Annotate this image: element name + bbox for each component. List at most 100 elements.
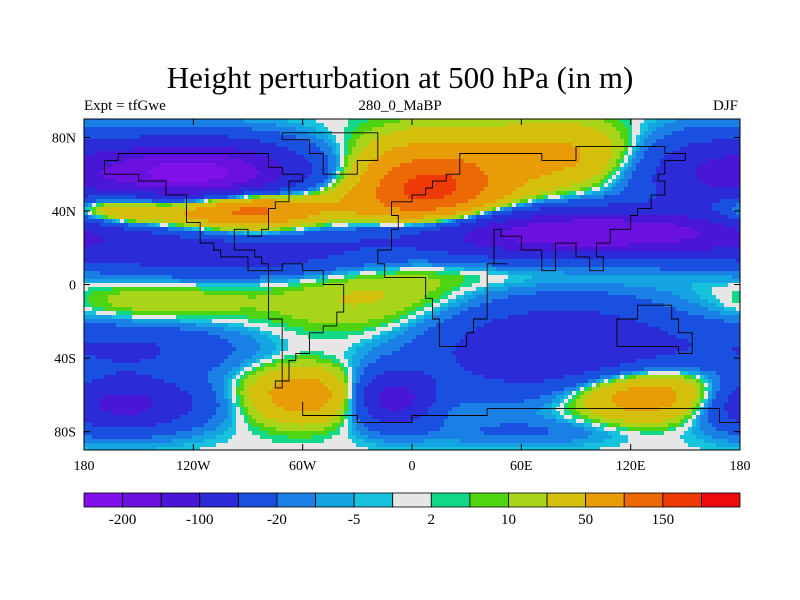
contour-cell — [244, 139, 249, 144]
contour-cell — [552, 123, 557, 128]
contour-cell — [208, 139, 213, 144]
contour-cell — [264, 119, 269, 124]
contour-cell — [144, 171, 149, 176]
contour-cell — [204, 231, 209, 236]
contour-cell — [476, 155, 481, 160]
contour-cell — [272, 167, 277, 172]
contour-cell — [360, 231, 365, 236]
contour-cell — [544, 147, 549, 152]
contour-cell — [476, 223, 481, 228]
contour-cell — [132, 179, 137, 184]
contour-cell — [312, 183, 317, 188]
contour-cell — [416, 143, 421, 148]
contour-cell — [144, 223, 149, 228]
contour-cell — [680, 219, 685, 224]
contour-cell — [680, 207, 685, 212]
contour-cell — [488, 195, 493, 200]
contour-cell — [648, 167, 653, 172]
contour-cell — [592, 143, 597, 148]
contour-cell — [708, 183, 713, 188]
contour-cell — [440, 123, 445, 128]
contour-cell — [96, 163, 101, 168]
contour-cell — [724, 183, 729, 188]
contour-cell — [364, 183, 369, 188]
contour-cell — [440, 151, 445, 156]
contour-cell — [432, 215, 437, 220]
contour-cell — [276, 187, 281, 192]
contour-cell — [180, 211, 185, 216]
contour-cell — [408, 155, 413, 160]
contour-cell — [688, 171, 693, 176]
contour-cell — [644, 223, 649, 228]
contour-cell — [188, 155, 193, 160]
contour-cell — [540, 123, 545, 128]
contour-cell — [356, 187, 361, 192]
contour-cell — [104, 207, 109, 212]
contour-cell — [280, 235, 285, 240]
contour-cell — [188, 207, 193, 212]
contour-cell — [588, 179, 593, 184]
contour-cell — [312, 167, 317, 172]
contour-cell — [376, 219, 381, 224]
contour-cell — [392, 239, 397, 244]
contour-cell — [336, 143, 341, 148]
contour-cell — [100, 155, 105, 160]
contour-cell — [616, 167, 621, 172]
contour-cell — [120, 131, 125, 136]
contour-cell — [324, 215, 329, 220]
contour-cell — [476, 215, 481, 220]
contour-cell — [224, 179, 229, 184]
contour-cell — [704, 147, 709, 152]
contour-cell — [616, 119, 621, 124]
contour-cell — [248, 215, 253, 220]
contour-cell — [384, 203, 389, 208]
contour-cell — [484, 231, 489, 236]
contour-cell — [636, 123, 641, 128]
contour-cell — [120, 215, 125, 220]
contour-cell — [508, 211, 513, 216]
contour-cell — [408, 183, 413, 188]
contour-cell — [348, 167, 353, 172]
contour-cell — [380, 223, 385, 228]
contour-cell — [368, 163, 373, 168]
contour-cell — [460, 139, 465, 144]
contour-cell — [732, 175, 737, 180]
contour-cell — [304, 227, 309, 232]
contour-cell — [436, 199, 441, 204]
contour-cell — [84, 179, 89, 184]
contour-cell — [548, 155, 553, 160]
contour-cell — [164, 239, 169, 244]
contour-cell — [112, 175, 117, 180]
contour-cell — [96, 143, 101, 148]
contour-cell — [568, 199, 573, 204]
contour-cell — [164, 143, 169, 148]
contour-cell — [628, 151, 633, 156]
contour-cell — [260, 147, 265, 152]
contour-cell — [516, 179, 521, 184]
contour-cell — [296, 223, 301, 228]
contour-cell — [228, 163, 233, 168]
contour-cell — [220, 135, 225, 140]
contour-cell — [704, 203, 709, 208]
contour-cell — [348, 195, 353, 200]
contour-cell — [692, 207, 697, 212]
contour-cell — [100, 211, 105, 216]
contour-cell — [208, 239, 213, 244]
contour-cell — [84, 139, 89, 144]
contour-cell — [244, 231, 249, 236]
contour-cell — [136, 135, 141, 140]
contour-cell — [516, 235, 521, 240]
contour-cell — [432, 119, 437, 124]
contour-cell — [160, 215, 165, 220]
contour-cell — [608, 159, 613, 164]
contour-cell — [676, 195, 681, 200]
contour-cell — [732, 123, 737, 128]
contour-cell — [308, 159, 313, 164]
contour-cell — [460, 131, 465, 136]
contour-cell — [252, 135, 257, 140]
contour-cell — [344, 199, 349, 204]
contour-cell — [616, 127, 621, 132]
contour-cell — [576, 235, 581, 240]
contour-cell — [608, 143, 613, 148]
contour-cell — [696, 131, 701, 136]
